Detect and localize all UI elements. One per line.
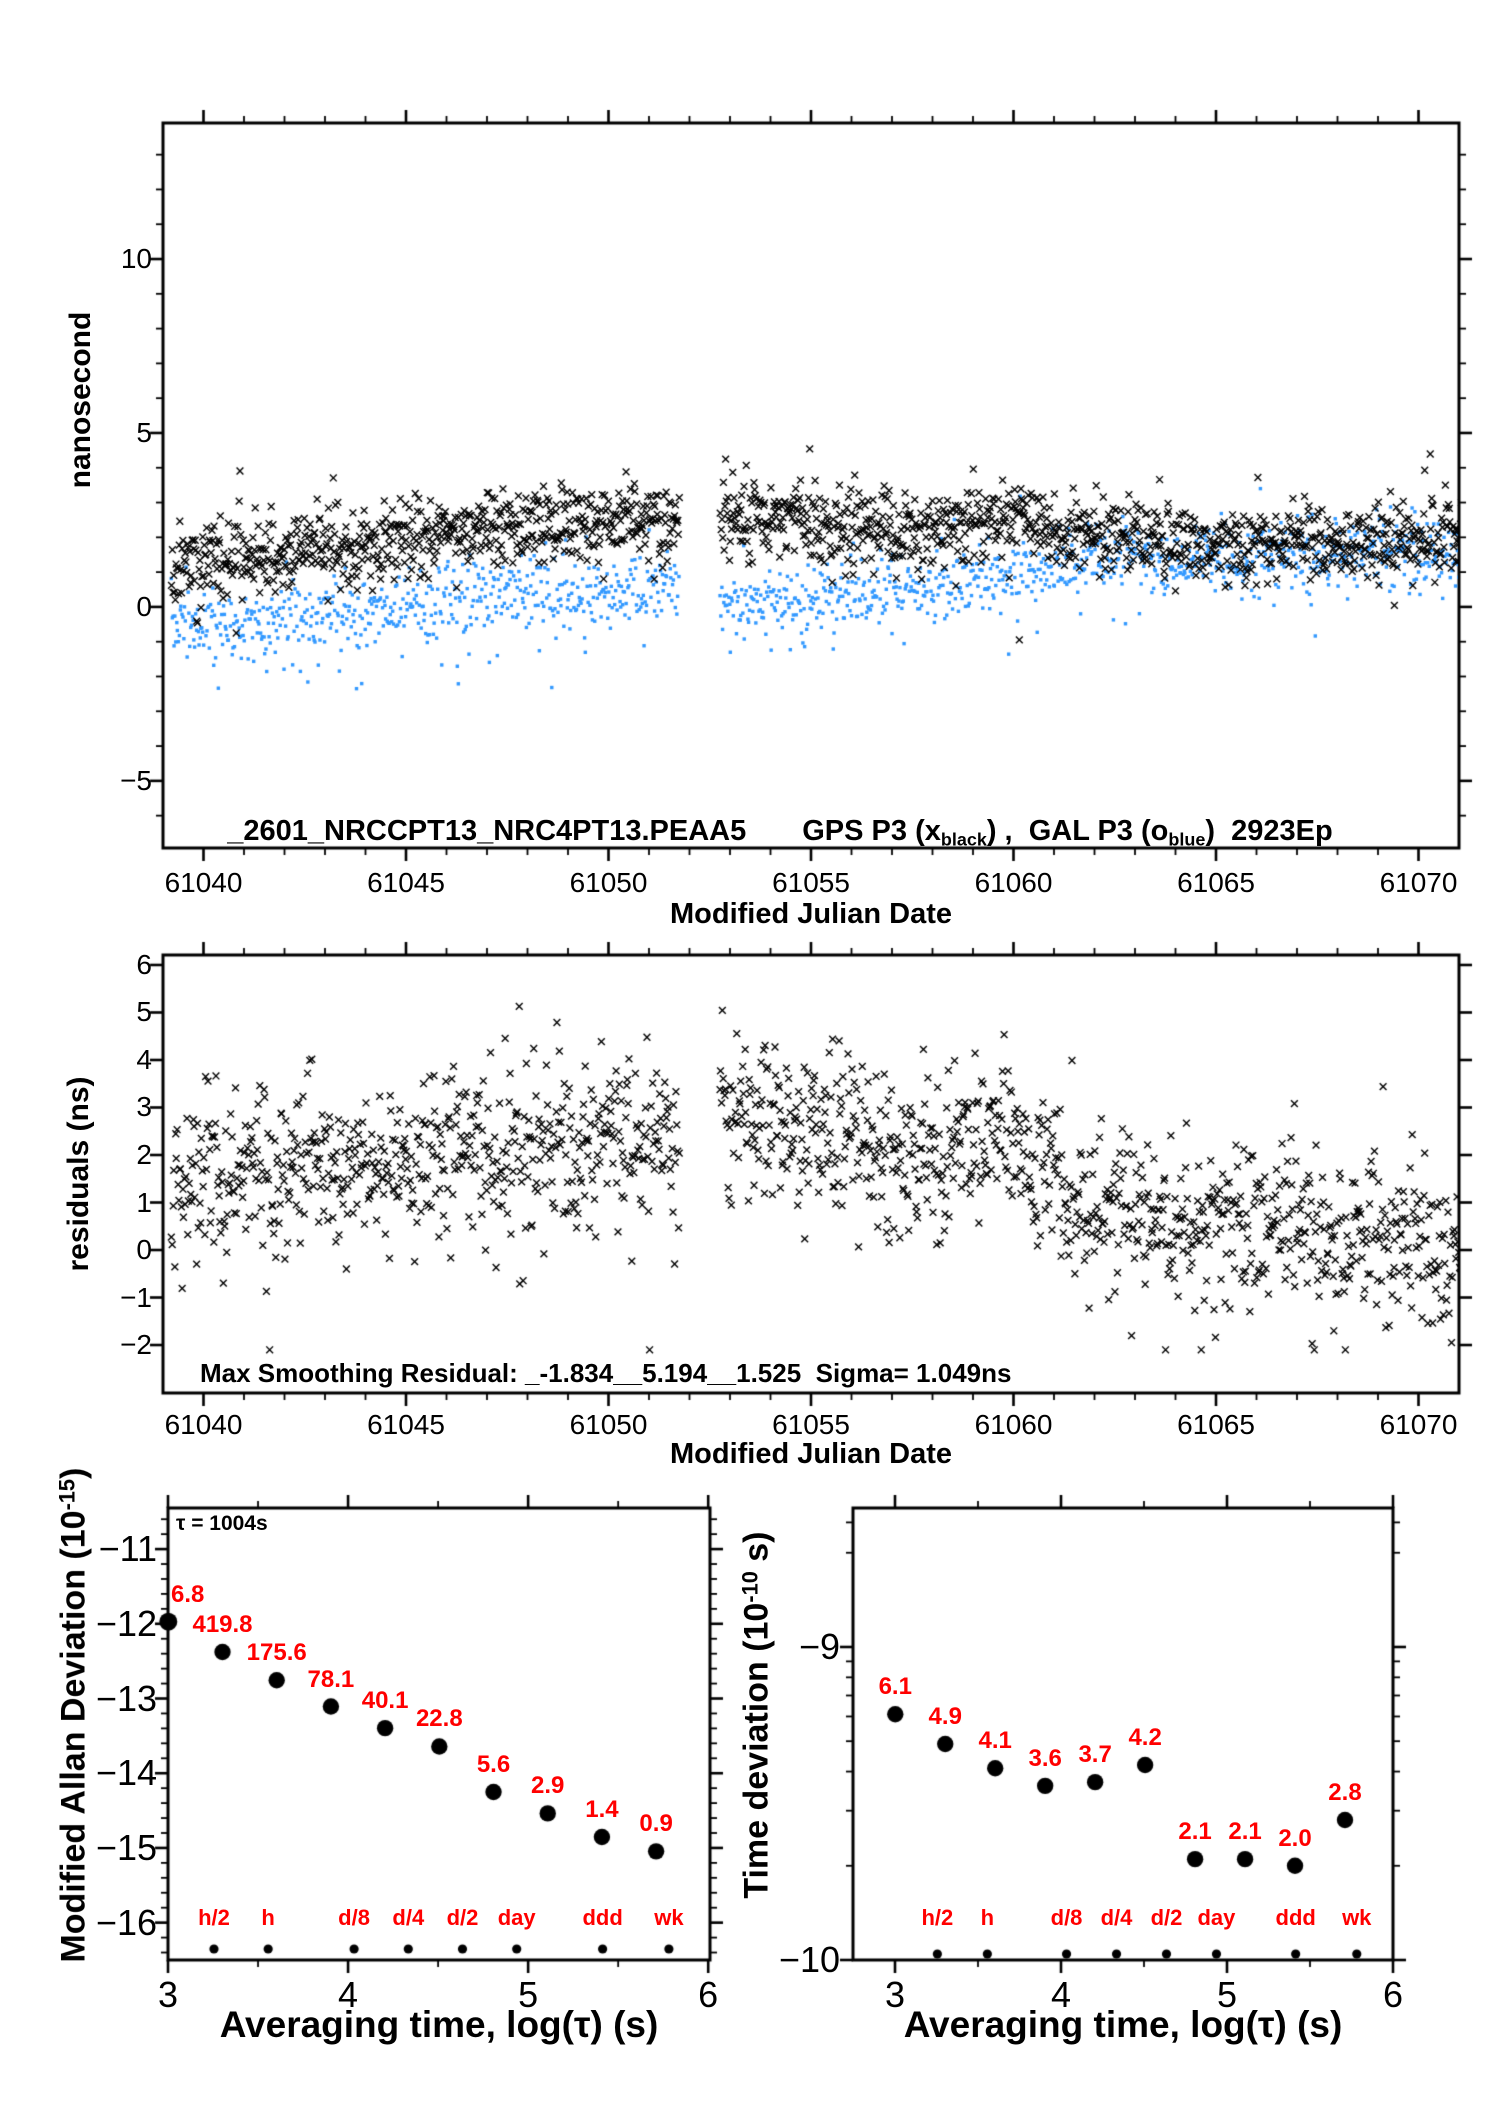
data-point-label: 2.9 [531, 1772, 565, 1800]
y-tick-label: 10 [120, 243, 152, 275]
smoothing-residual-annotation: Max Smoothing Residual: _-1.834__5.194__… [200, 1358, 1012, 1388]
y-tick-label: −14 [95, 1752, 157, 1794]
x-tick-label: 61050 [569, 867, 648, 898]
timescale-label: d/2 [1150, 1905, 1183, 1930]
tdev-x-axis-label: Averaging time, log(τ) (s) [903, 2004, 1343, 2045]
x-tick-label: 61045 [367, 867, 445, 898]
data-point-label: 2.0 [1278, 1824, 1312, 1852]
y-tick-label: −2 [120, 1329, 152, 1361]
y-tick-label: 2 [136, 1138, 152, 1170]
x-tick-label: 61060 [974, 867, 1053, 898]
x-tick-label: 61070 [1379, 1409, 1458, 1440]
data-point-label: 0.9 [639, 1810, 673, 1838]
legend-separator: ) , GAL P3 (o [986, 815, 1169, 847]
data-point-label: 2.8 [1328, 1779, 1362, 1807]
y-tick-label: 4 [136, 1043, 152, 1075]
timescale-label: h [980, 1905, 995, 1930]
y-tick-label: −9 [798, 1625, 840, 1667]
data-point-label: 3.6 [1028, 1744, 1062, 1772]
top-panel-annotation: _2601_NRCCPT13_NRC4PT13.PEAA5 GPS P3 (xbl… [195, 782, 1333, 883]
y-tick-label: 5 [136, 996, 152, 1028]
timescale-label: ddd [1275, 1905, 1316, 1930]
data-point-label: 4.1 [978, 1727, 1012, 1755]
y-tick-label: 0 [136, 1234, 152, 1265]
tau-annotation: τ = 1004s [176, 1512, 268, 1535]
x-tick-label: 3 [884, 1974, 905, 2015]
gps-legend-sub: black [940, 829, 987, 850]
residuals-y-axis-label: residuals (ns) [62, 1076, 95, 1272]
timescale-label: d/4 [1100, 1905, 1133, 1930]
data-point-label: 1.4 [585, 1796, 619, 1824]
y-tick-label: −11 [98, 1528, 157, 1570]
y-tick-label: 0 [136, 590, 152, 622]
x-tick-label: 61055 [772, 867, 850, 898]
y-tick-label: −12 [95, 1602, 157, 1644]
top-x-axis-label: Modified Julian Date [670, 898, 952, 930]
y-tick-label: 6 [136, 948, 152, 980]
data-point-label: 4.2 [1128, 1723, 1162, 1751]
x-tick-label: 5 [1216, 1974, 1237, 2015]
data-point-label: 2.1 [1178, 1818, 1212, 1846]
data-point-label: 175.6 [246, 1639, 307, 1667]
timescale-label: d/8 [338, 1905, 370, 1930]
x-tick-label: 61055 [772, 1409, 850, 1440]
y-tick-label: −16 [95, 1901, 157, 1943]
x-tick-label: 61045 [367, 1409, 445, 1440]
x-tick-label: 4 [338, 1974, 359, 2015]
x-tick-label: 61040 [164, 867, 243, 898]
x-tick-label: 61060 [974, 1409, 1053, 1440]
x-tick-label: 61065 [1177, 1409, 1255, 1440]
timescale-label: d/8 [1050, 1905, 1083, 1930]
x-tick-label: 61040 [164, 1409, 243, 1440]
x-tick-label: 4 [1050, 1974, 1071, 2015]
timescale-label: h [261, 1905, 275, 1930]
dataset-id: _2601_NRCCPT13_NRC4PT13.PEAA5 [227, 815, 747, 847]
data-point-label: 419.8 [192, 1610, 253, 1638]
data-point-label: 78.1 [307, 1665, 355, 1693]
timescale-label: d/4 [392, 1905, 425, 1930]
data-point-label: 2.1 [1228, 1818, 1262, 1846]
timescale-label: h/2 [198, 1905, 230, 1930]
tdev-y-axis-label: Time deviation (10-10 s) [737, 1531, 776, 1899]
timescale-label: day [1197, 1905, 1236, 1930]
timescale-label: ddd [582, 1905, 623, 1930]
data-point-label: 6.8 [171, 1580, 205, 1608]
x-tick-label: 3 [157, 1974, 179, 2015]
mdev-x-axis-label: Averaging time, log(τ) (s) [219, 2004, 659, 2045]
x-tick-label: 61070 [1379, 867, 1458, 898]
y-tick-label: −10 [778, 1939, 840, 1980]
data-point-label: 4.9 [928, 1702, 962, 1730]
y-tick-label: 5 [136, 416, 152, 448]
gps-legend: GPS P3 (x [802, 815, 941, 847]
data-point-label: 22.8 [415, 1705, 463, 1733]
timescale-label: wk [1342, 1905, 1372, 1930]
timescale-label: h/2 [921, 1905, 954, 1930]
y-tick-label: 1 [136, 1186, 152, 1218]
x-tick-label: 61050 [569, 1409, 648, 1440]
residuals-x-axis-label: Modified Julian Date [670, 1438, 952, 1470]
timescale-label: wk [654, 1905, 684, 1930]
timescale-label: d/2 [446, 1905, 479, 1930]
y-tick-label: −1 [120, 1281, 152, 1313]
y-tick-label: −15 [95, 1826, 157, 1868]
data-point-label: 6.1 [878, 1673, 912, 1701]
x-tick-label: 61065 [1177, 867, 1255, 898]
x-tick-label: 5 [518, 1974, 539, 2015]
x-tick-label: 6 [1382, 1974, 1404, 2015]
top-y-axis-label: nanosecond [64, 311, 97, 489]
timescale-label: day [497, 1905, 536, 1930]
y-tick-label: −13 [95, 1677, 157, 1719]
y-tick-label: 3 [136, 1091, 152, 1123]
y-tick-label: −5 [120, 764, 152, 796]
x-tick-label: 6 [698, 1974, 719, 2015]
gal-legend-sub: blue [1168, 829, 1206, 850]
data-point-label: 3.7 [1078, 1741, 1112, 1769]
epoch-code: ) 2923Ep [1205, 815, 1333, 847]
data-point-label: 5.6 [476, 1751, 511, 1779]
data-point-label: 40.1 [361, 1687, 409, 1715]
